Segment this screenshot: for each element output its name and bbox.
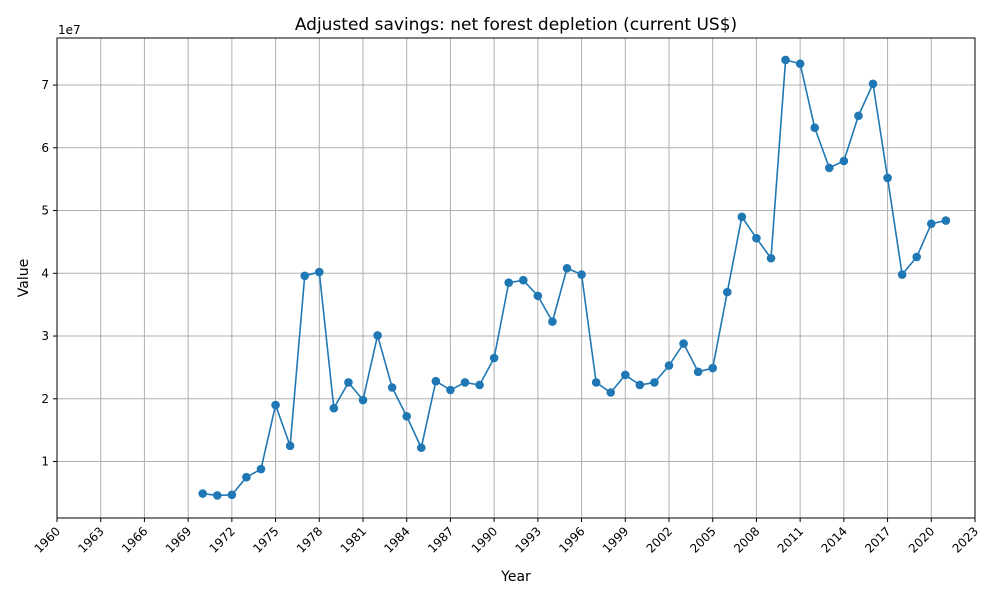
x-tick-label: 1987 xyxy=(425,524,456,555)
data-point xyxy=(926,219,936,229)
data-point xyxy=(504,278,514,288)
x-tick-label: 2023 xyxy=(950,524,981,555)
data-point xyxy=(781,55,790,65)
data-point xyxy=(475,380,484,390)
data-point xyxy=(941,216,951,225)
x-tick-label: 2011 xyxy=(775,524,806,555)
data-point xyxy=(446,385,455,395)
plot-frame xyxy=(56,37,976,519)
data-point xyxy=(344,378,353,387)
data-point xyxy=(693,367,703,377)
data-point xyxy=(387,383,397,392)
y-axis-ticks: 1 2 3 4 5 6 7 xyxy=(41,78,57,469)
data-point xyxy=(271,400,280,410)
chart-title: Adjusted savings: net forest depletion (… xyxy=(295,15,737,35)
x-tick-label: 2017 xyxy=(862,524,893,555)
data-point xyxy=(635,380,645,390)
data-point xyxy=(431,376,441,386)
x-tick-label: 1990 xyxy=(469,524,500,555)
data-point xyxy=(897,270,907,279)
x-tick-label: 1981 xyxy=(338,524,369,555)
data-point xyxy=(285,441,295,451)
data-point xyxy=(824,163,834,173)
x-tick-label: 2020 xyxy=(906,524,937,555)
data-point xyxy=(650,378,659,387)
y-tick-label: 1 xyxy=(41,455,49,469)
data-point xyxy=(358,395,368,405)
data-point xyxy=(854,111,863,121)
y-tick-label: 4 xyxy=(41,266,49,280)
data-point xyxy=(752,233,761,243)
x-tick-label: 1975 xyxy=(250,524,281,555)
data-point xyxy=(839,156,849,166)
data-point xyxy=(562,263,572,273)
data-point xyxy=(518,275,528,285)
data-point xyxy=(416,443,426,453)
data-point xyxy=(227,490,237,500)
data-point xyxy=(912,252,922,262)
data-point xyxy=(664,361,674,370)
data-point xyxy=(708,363,718,373)
data-point xyxy=(548,317,557,326)
data-point xyxy=(460,378,470,387)
x-tick-label: 2005 xyxy=(687,524,718,555)
data-point xyxy=(314,267,324,277)
data-point xyxy=(620,370,630,380)
data-point xyxy=(679,339,688,348)
data-point xyxy=(198,489,208,498)
x-tick-label: 1972 xyxy=(206,524,237,555)
data-point xyxy=(606,388,616,397)
data-point xyxy=(883,173,892,183)
grid-lines xyxy=(56,38,976,518)
x-tick-label: 1996 xyxy=(556,524,587,555)
data-point xyxy=(373,331,382,340)
x-tick-label: 1999 xyxy=(600,524,631,555)
data-point xyxy=(577,270,586,279)
x-tick-label: 1993 xyxy=(512,524,543,555)
data-point xyxy=(300,271,310,281)
data-point xyxy=(329,403,339,413)
x-tick-label: 1960 xyxy=(32,524,63,555)
data-point xyxy=(795,59,805,69)
y-tick-label: 7 xyxy=(41,78,49,92)
x-tick-label: 1966 xyxy=(119,524,150,555)
x-tick-label: 2014 xyxy=(818,524,849,555)
x-tick-label: 1978 xyxy=(294,524,325,555)
y-axis-title: Value xyxy=(16,259,32,297)
data-point xyxy=(722,287,732,297)
x-axis-ticks: 1960 1963 1966 1969 1972 1975 1978 1981 1984 1987… xyxy=(32,518,981,556)
data-point xyxy=(242,472,251,482)
y-tick-label: 5 xyxy=(41,204,49,218)
y-tick-label: 6 xyxy=(41,141,49,155)
data-point xyxy=(212,491,222,500)
x-axis-title: Year xyxy=(500,569,531,585)
y-offset-label: 1e7 xyxy=(58,23,81,37)
data-point xyxy=(402,412,412,421)
data-point xyxy=(256,464,266,474)
series-group xyxy=(198,55,951,500)
data-point xyxy=(737,212,747,222)
y-tick-label: 2 xyxy=(41,392,49,406)
data-point xyxy=(766,253,776,263)
data-point xyxy=(489,353,499,363)
x-tick-label: 2008 xyxy=(731,524,762,555)
data-point xyxy=(591,378,601,387)
y-tick-label: 3 xyxy=(41,329,49,343)
data-point xyxy=(868,79,878,89)
x-tick-label: 1963 xyxy=(75,524,106,555)
data-point xyxy=(810,123,820,133)
data-point xyxy=(533,291,543,301)
series-line xyxy=(202,58,947,497)
x-tick-label: 1969 xyxy=(163,524,194,555)
x-tick-label: 2002 xyxy=(644,524,675,555)
x-tick-label: 1984 xyxy=(381,524,412,555)
